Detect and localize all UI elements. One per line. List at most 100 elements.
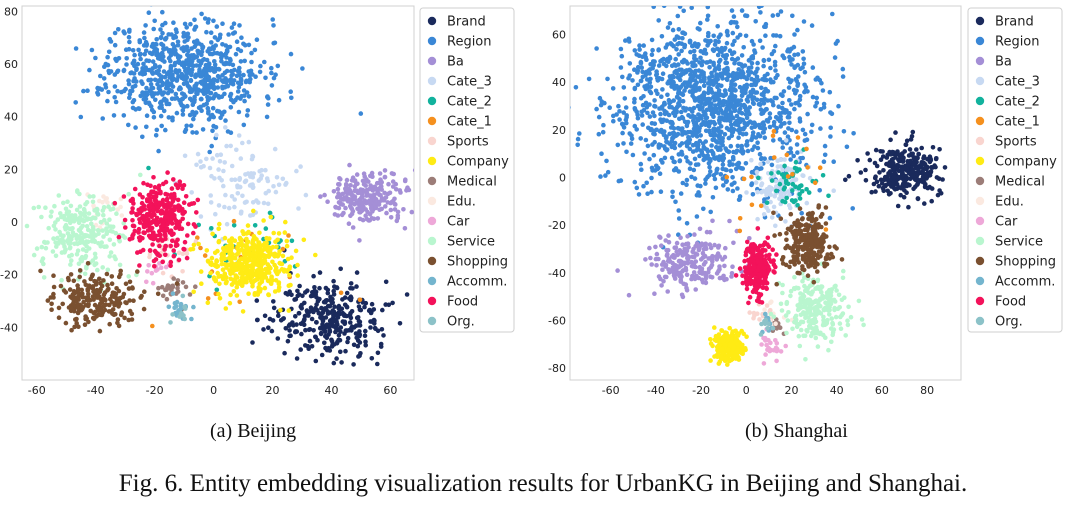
scatter-point (401, 207, 406, 212)
scatter-point (188, 89, 193, 95)
scatter-point (798, 66, 803, 72)
scatter-point (245, 223, 251, 228)
scatter-point (757, 102, 763, 107)
scatter-point (754, 74, 760, 80)
scatter-point (171, 177, 176, 182)
scatter-point (665, 81, 670, 86)
scatter-point (107, 217, 112, 222)
scatter-point (670, 260, 675, 266)
scatter-point (287, 272, 292, 278)
scatter-point (111, 113, 117, 118)
scatter-point (251, 243, 256, 249)
scatter-point (234, 252, 240, 257)
scatter-point (249, 156, 255, 162)
scatter-point (235, 68, 241, 74)
scatter-point (161, 181, 166, 187)
scatter-point (194, 162, 199, 168)
scatter-point (679, 152, 685, 157)
legend-item: Medical (427, 175, 497, 190)
scatter-point (91, 203, 96, 209)
scatter-point (92, 302, 98, 308)
scatter-point (726, 149, 731, 155)
scatter-point (245, 273, 250, 278)
scatter-point (929, 165, 934, 170)
scatter-point (149, 189, 154, 194)
scatter-point (682, 88, 687, 93)
scatter-point (679, 59, 685, 65)
scatter-point (746, 73, 751, 78)
scatter-point (43, 205, 48, 210)
scatter-point (375, 328, 381, 334)
x-tick-label: 40 (830, 384, 844, 397)
legend-label: Company (447, 155, 509, 170)
scatter-point (694, 192, 700, 198)
scatter-point (623, 38, 628, 43)
scatter-point (274, 175, 280, 180)
scatter-point (262, 285, 268, 291)
scatter-point (652, 139, 657, 145)
scatter-point (634, 185, 640, 191)
scatter-point (690, 142, 696, 148)
scatter-point (152, 212, 157, 217)
scatter-point (638, 60, 644, 66)
scatter-point (169, 186, 175, 191)
cluster-ba (318, 162, 414, 243)
scatter-point (697, 226, 703, 232)
scatter-point (822, 143, 828, 149)
scatter-point (781, 89, 787, 94)
legend-marker (427, 196, 437, 206)
scatter-point (676, 265, 681, 270)
scatter-point (260, 248, 265, 253)
scatter-point (67, 226, 73, 232)
scatter-point (169, 215, 174, 221)
scatter-point (287, 264, 293, 270)
scatter-point (95, 211, 100, 216)
scatter-point (284, 238, 290, 244)
scatter-point (190, 109, 195, 115)
scatter-point (760, 77, 765, 82)
scatter-point (910, 129, 916, 135)
scatter-point (709, 70, 714, 76)
scatter-point (317, 285, 322, 291)
scatter-point (707, 59, 713, 64)
scatter-point (253, 271, 259, 277)
scatter-point (659, 262, 665, 267)
scatter-point (216, 203, 222, 208)
scatter-point (732, 82, 738, 87)
scatter-point (95, 267, 100, 273)
scatter-point (780, 93, 785, 99)
scatter-point (721, 156, 727, 161)
scatter-point (711, 62, 716, 68)
legend-label: Sports (447, 135, 489, 150)
scatter-point (170, 312, 175, 317)
scatter-point (158, 35, 164, 40)
scatter-point (348, 315, 354, 321)
scatter-point (338, 290, 344, 296)
scatter-point (397, 321, 403, 326)
scatter-point (755, 60, 760, 66)
cluster-org (168, 293, 188, 325)
scatter-point (24, 223, 30, 229)
y-tick-label: -80 (548, 362, 566, 375)
scatter-point (792, 106, 797, 112)
scatter-point (168, 230, 173, 236)
scatter-point (39, 244, 45, 250)
scatter-point (150, 230, 156, 235)
scatter-point (166, 32, 171, 37)
scatter-point (331, 189, 337, 194)
scatter-point (362, 333, 368, 339)
scatter-point (51, 223, 57, 229)
scatter-point (674, 271, 680, 277)
legend-label: Ba (447, 55, 464, 70)
scatter-point (195, 235, 200, 240)
scatter-point (199, 49, 205, 54)
scatter-point (788, 146, 793, 151)
scatter-point (133, 125, 138, 130)
scatter-point (213, 91, 218, 97)
scatter-point (121, 88, 127, 94)
scatter-point (735, 143, 741, 149)
scatter-point (801, 56, 806, 62)
scatter-point (615, 142, 621, 148)
scatter-point (357, 329, 362, 334)
scatter-point (621, 85, 627, 90)
